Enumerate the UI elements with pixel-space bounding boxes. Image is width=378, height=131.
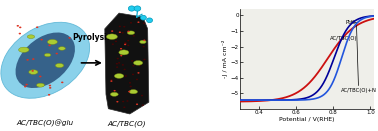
Text: Pt/C: Pt/C bbox=[345, 19, 358, 24]
Ellipse shape bbox=[56, 53, 58, 54]
Ellipse shape bbox=[124, 42, 126, 44]
Ellipse shape bbox=[143, 59, 146, 60]
Ellipse shape bbox=[147, 18, 153, 23]
Ellipse shape bbox=[17, 25, 19, 27]
Ellipse shape bbox=[48, 45, 51, 46]
Ellipse shape bbox=[120, 55, 122, 56]
Ellipse shape bbox=[61, 81, 64, 83]
Ellipse shape bbox=[122, 101, 124, 102]
Ellipse shape bbox=[122, 32, 124, 34]
Ellipse shape bbox=[133, 35, 135, 37]
Ellipse shape bbox=[55, 63, 64, 68]
Ellipse shape bbox=[137, 21, 139, 23]
Ellipse shape bbox=[112, 43, 114, 45]
Ellipse shape bbox=[111, 37, 113, 39]
Ellipse shape bbox=[132, 74, 134, 75]
Text: AC/TBC(O)+N: AC/TBC(O)+N bbox=[341, 26, 376, 93]
Ellipse shape bbox=[116, 63, 118, 64]
Ellipse shape bbox=[31, 70, 34, 72]
Ellipse shape bbox=[119, 26, 121, 27]
Ellipse shape bbox=[134, 6, 141, 11]
Ellipse shape bbox=[133, 61, 143, 65]
Text: AC/TBC(O): AC/TBC(O) bbox=[330, 35, 357, 41]
Ellipse shape bbox=[127, 31, 130, 32]
Ellipse shape bbox=[44, 53, 51, 57]
Ellipse shape bbox=[122, 64, 124, 66]
Ellipse shape bbox=[131, 60, 133, 62]
Ellipse shape bbox=[120, 48, 122, 50]
Ellipse shape bbox=[132, 65, 135, 67]
Ellipse shape bbox=[130, 22, 132, 24]
Ellipse shape bbox=[141, 95, 143, 96]
Ellipse shape bbox=[125, 43, 127, 44]
Ellipse shape bbox=[48, 94, 50, 96]
Ellipse shape bbox=[15, 32, 75, 88]
Ellipse shape bbox=[115, 41, 117, 42]
Ellipse shape bbox=[118, 62, 120, 64]
Ellipse shape bbox=[32, 58, 34, 60]
Ellipse shape bbox=[49, 85, 51, 86]
Ellipse shape bbox=[19, 27, 22, 28]
Ellipse shape bbox=[129, 90, 138, 94]
Y-axis label: -J / mA cm⁻²: -J / mA cm⁻² bbox=[222, 40, 228, 78]
Ellipse shape bbox=[110, 92, 118, 96]
Ellipse shape bbox=[58, 47, 65, 50]
Ellipse shape bbox=[24, 86, 26, 88]
Ellipse shape bbox=[139, 40, 146, 43]
Ellipse shape bbox=[49, 87, 51, 89]
Ellipse shape bbox=[129, 6, 135, 11]
Ellipse shape bbox=[138, 72, 139, 74]
Ellipse shape bbox=[128, 91, 130, 92]
Ellipse shape bbox=[25, 84, 28, 85]
Ellipse shape bbox=[116, 101, 118, 102]
Ellipse shape bbox=[136, 79, 138, 80]
Ellipse shape bbox=[129, 82, 131, 84]
Ellipse shape bbox=[111, 30, 113, 32]
Text: AC/TBC(O): AC/TBC(O) bbox=[107, 121, 146, 127]
Ellipse shape bbox=[142, 104, 144, 106]
Ellipse shape bbox=[39, 76, 42, 77]
Text: Pyrolysis: Pyrolysis bbox=[72, 33, 111, 42]
Ellipse shape bbox=[143, 40, 146, 41]
Ellipse shape bbox=[143, 46, 145, 47]
Ellipse shape bbox=[123, 26, 125, 28]
Ellipse shape bbox=[116, 66, 118, 68]
Ellipse shape bbox=[27, 35, 35, 39]
Ellipse shape bbox=[19, 33, 21, 34]
Ellipse shape bbox=[143, 22, 145, 24]
Ellipse shape bbox=[29, 70, 38, 74]
Ellipse shape bbox=[40, 39, 43, 40]
Ellipse shape bbox=[37, 83, 44, 87]
Ellipse shape bbox=[110, 79, 113, 81]
Ellipse shape bbox=[123, 107, 125, 108]
Ellipse shape bbox=[1, 22, 90, 98]
Ellipse shape bbox=[113, 90, 116, 91]
Ellipse shape bbox=[119, 50, 129, 55]
X-axis label: Potential / V(RHE): Potential / V(RHE) bbox=[279, 116, 335, 122]
Ellipse shape bbox=[127, 45, 129, 46]
Ellipse shape bbox=[115, 74, 124, 78]
Polygon shape bbox=[105, 13, 149, 114]
Ellipse shape bbox=[47, 39, 57, 44]
Ellipse shape bbox=[19, 47, 29, 52]
Ellipse shape bbox=[107, 34, 118, 39]
Ellipse shape bbox=[117, 58, 119, 59]
Ellipse shape bbox=[26, 59, 29, 61]
Ellipse shape bbox=[136, 103, 138, 105]
Ellipse shape bbox=[36, 26, 39, 28]
Ellipse shape bbox=[68, 37, 71, 39]
Ellipse shape bbox=[124, 44, 126, 45]
Ellipse shape bbox=[119, 31, 121, 33]
Ellipse shape bbox=[124, 69, 126, 70]
Ellipse shape bbox=[139, 65, 141, 66]
Ellipse shape bbox=[125, 75, 127, 77]
Ellipse shape bbox=[110, 80, 113, 82]
Text: AC/TBC(O)@glu: AC/TBC(O)@glu bbox=[17, 120, 74, 127]
Ellipse shape bbox=[130, 86, 132, 87]
Ellipse shape bbox=[140, 15, 146, 20]
Ellipse shape bbox=[127, 31, 135, 35]
Ellipse shape bbox=[127, 40, 129, 41]
Ellipse shape bbox=[126, 100, 129, 102]
